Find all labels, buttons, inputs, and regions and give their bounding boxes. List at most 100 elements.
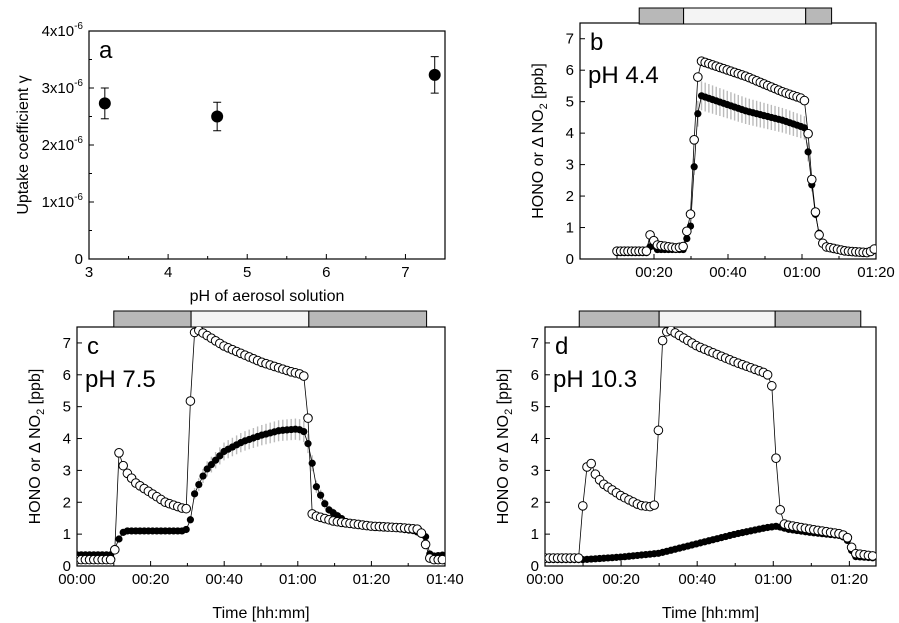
y-tick-label: 5 <box>566 94 574 111</box>
panel-letter: a <box>99 37 113 64</box>
hono-point <box>300 427 308 436</box>
y-tick-label: 6 <box>566 62 574 79</box>
plot-area <box>612 56 876 258</box>
y-tick-label: 7 <box>531 335 539 352</box>
y-axis-label: HONO or Δ NO2 [ppb] <box>495 369 515 525</box>
plot-frame <box>579 22 877 260</box>
y-tick-label: 1 <box>63 526 71 543</box>
y-tick-label: 5 <box>63 399 71 416</box>
x-tick-label: 00:20 <box>132 571 170 588</box>
x-tick-label: 00:40 <box>205 571 243 588</box>
panel-c: 0 1 2 3 4 5 6 7 00:00 00:20 00:40 01:00 01:20 01:40 Ti… <box>27 310 464 622</box>
no2-point <box>105 554 116 565</box>
no2-point <box>578 501 588 511</box>
y-tick-label: 3 <box>63 462 71 479</box>
condition-bar-segment <box>638 7 685 25</box>
y-tick-label: 0 <box>531 558 539 575</box>
y-tick-label: 4 <box>531 431 539 448</box>
no2-point <box>771 453 781 463</box>
panel-letter: b <box>590 29 603 56</box>
x-tick-label: 4 <box>164 264 172 281</box>
x-axis-label: Time [hh:mm] <box>212 605 309 622</box>
hono-line <box>77 428 443 557</box>
no2-point <box>303 413 313 423</box>
no2-point <box>869 244 876 254</box>
x-tick-label: 6 <box>322 264 330 281</box>
x-tick-label: 00:00 <box>58 571 96 588</box>
y-tick-label: 7 <box>63 335 71 352</box>
plot-area <box>98 56 441 132</box>
no2-point <box>678 241 688 252</box>
y-tick-label: 3x10-6 <box>42 78 84 97</box>
x-tick-label: 01:00 <box>279 571 317 588</box>
y-tick-label: 1x10-6 <box>42 192 84 211</box>
y-tick-label: 0 <box>566 251 574 268</box>
x-tick-label: 01:20 <box>857 264 895 281</box>
plot-area <box>77 327 445 565</box>
data-point <box>211 110 224 123</box>
no2-point <box>416 528 427 538</box>
no2-point <box>806 174 817 185</box>
no2-point <box>573 553 584 563</box>
y-tick-label: 2x10-6 <box>42 135 84 154</box>
hono-point <box>683 234 691 243</box>
no2-point <box>842 532 853 543</box>
no2-point <box>799 95 810 106</box>
y-tick-label: 0 <box>75 251 83 268</box>
condition-bar-segment <box>113 310 192 328</box>
hono-point <box>182 525 190 534</box>
y-tick-label: 3 <box>531 462 539 479</box>
x-tick-label: 00:20 <box>635 264 673 281</box>
x-tick-label: 00:40 <box>709 264 747 281</box>
y-tick-label: 4x10-6 <box>42 21 84 40</box>
condition-bar-segment <box>805 7 833 25</box>
no2-point <box>803 128 813 139</box>
plot-area <box>545 327 876 564</box>
no2-point <box>689 134 699 145</box>
x-tick-label: 01:00 <box>783 264 821 281</box>
x-tick-label: 00:00 <box>526 571 564 588</box>
y-tick-label: 3 <box>566 157 574 174</box>
no2-point <box>181 503 191 514</box>
x-axis-label: pH of aerosol solution <box>190 288 345 305</box>
no2-point <box>653 425 664 436</box>
y-tick-label: 0 <box>63 558 71 575</box>
ph-label: pH 10.3 <box>553 366 637 393</box>
hono-point <box>186 516 194 524</box>
data-point <box>428 68 441 81</box>
x-tick-label: 01:00 <box>755 571 793 588</box>
hono-point <box>321 500 329 508</box>
y-axis-label: HONO or Δ NO2 [ppb] <box>27 369 47 525</box>
no2-point <box>775 504 786 515</box>
x-axis-label: Time [hh:mm] <box>662 605 759 622</box>
hono-point <box>304 440 312 448</box>
no2-point <box>762 370 773 380</box>
no2-point <box>682 226 692 237</box>
x-tick-label: 00:40 <box>678 571 716 588</box>
x-tick-label: 01:20 <box>353 571 391 588</box>
panel-d: 0 1 2 3 4 5 6 7 00:00 00:20 00:40 01:00 01:20 Time [h… <box>495 310 877 622</box>
no2-point <box>114 448 124 458</box>
data-point <box>98 97 111 110</box>
panel-letter: d <box>555 333 568 360</box>
hono-point <box>690 163 698 171</box>
no2-point <box>185 396 196 406</box>
y-axis-label: HONO or Δ NO2 [ppb] <box>530 63 550 219</box>
no2-point <box>118 460 128 471</box>
no2-line <box>617 60 875 254</box>
plot-frame <box>88 30 446 260</box>
no2-point <box>657 335 668 346</box>
hono-point <box>115 535 123 543</box>
hono-point <box>317 491 325 499</box>
x-tick-label: 7 <box>401 264 409 281</box>
y-tick-label: 1 <box>531 526 539 543</box>
y-tick-label: 1 <box>566 220 574 237</box>
no2-line <box>545 330 873 559</box>
condition-bar-segment <box>683 7 807 25</box>
hono-point <box>199 472 207 480</box>
y-tick-label: 2 <box>566 188 574 205</box>
y-tick-label: 5 <box>531 399 539 416</box>
hono-point <box>308 459 316 467</box>
condition-bar-segment <box>658 310 776 328</box>
